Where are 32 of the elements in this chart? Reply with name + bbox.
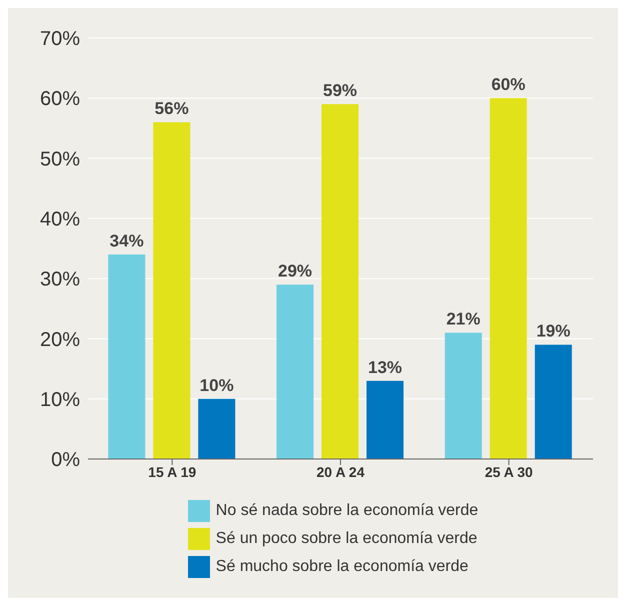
bar (534, 344, 572, 459)
data-label: 34% (110, 232, 144, 251)
bar (366, 380, 404, 459)
data-label: 60% (491, 75, 526, 94)
y-tick-label: 0% (51, 449, 80, 472)
data-label: 29% (278, 262, 312, 281)
y-tick-label: 40% (40, 208, 80, 231)
y-tick-label: 60% (40, 88, 80, 110)
y-tick-label: 50% (40, 148, 80, 170)
x-tick-label: 15 A 19 (148, 464, 196, 480)
bar (108, 254, 146, 459)
y-tick-label: 10% (40, 388, 80, 411)
bar (276, 284, 314, 459)
data-label: 13% (368, 358, 402, 377)
y-tick-label: 20% (40, 328, 80, 351)
data-label: 21% (446, 310, 480, 329)
legend-label: No sé nada sobre la economía verde (216, 501, 478, 521)
bar (322, 104, 359, 459)
bar (153, 122, 190, 459)
bar (490, 98, 527, 459)
bar (198, 398, 236, 459)
y-tick-label: 70% (40, 28, 80, 50)
y-tick-label: 30% (40, 268, 80, 291)
data-label: 10% (200, 376, 234, 395)
bar (444, 332, 482, 459)
data-label: 19% (536, 322, 570, 341)
x-tick-label: 20 A 24 (316, 464, 365, 480)
data-label: 56% (154, 99, 189, 118)
x-tick-label: 25 A 30 (484, 464, 534, 480)
data-label: 59% (323, 81, 358, 100)
legend-label: Sé un poco sobre la economía verde (216, 529, 478, 549)
legend-label: Sé mucho sobre la economía verde (216, 557, 468, 577)
